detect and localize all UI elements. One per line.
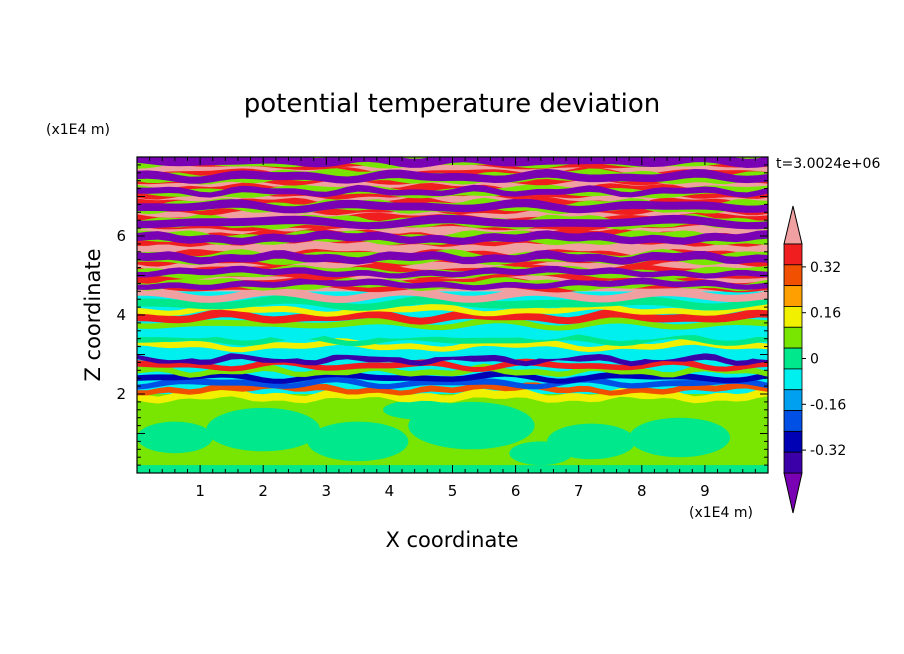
colorbar-label: 0.16 bbox=[810, 306, 841, 322]
x-tick-label: 1 bbox=[195, 482, 205, 500]
y-tick-label: 4 bbox=[116, 306, 126, 324]
colorbar-box bbox=[783, 347, 803, 370]
y-axis-label: Z coordinate bbox=[81, 248, 105, 381]
field-band-up-7 bbox=[137, 168, 768, 184]
axis-ticks bbox=[137, 157, 769, 473]
field-band-mid-1 bbox=[137, 381, 768, 396]
colorbar-box bbox=[783, 410, 803, 432]
field-band-mid-3 bbox=[137, 369, 768, 384]
field-band-mid-11 bbox=[137, 316, 768, 331]
colorbar-box bbox=[783, 285, 803, 307]
colorbar-label: -0.32 bbox=[810, 443, 846, 459]
contour-field bbox=[137, 157, 768, 473]
x-tick-label: 8 bbox=[637, 482, 647, 500]
colorbar-extend-max bbox=[783, 205, 803, 245]
colorbar bbox=[783, 205, 803, 514]
colorbar-box bbox=[783, 243, 803, 266]
field-band-mid-12 bbox=[137, 308, 768, 325]
colorbar-box bbox=[783, 368, 803, 391]
field-blob-0 bbox=[206, 407, 320, 452]
field-blob-4 bbox=[629, 417, 731, 458]
field-band-up-3 bbox=[137, 230, 768, 245]
field-band-mid-6 bbox=[137, 352, 768, 367]
field-blob-1 bbox=[307, 421, 409, 462]
field-band-up-4 bbox=[137, 214, 768, 230]
x-tick-label: 5 bbox=[448, 482, 458, 500]
field-band-up-6 bbox=[137, 184, 768, 198]
colorbar-box bbox=[783, 389, 803, 411]
x-axis-unit: (x1E4 m) bbox=[689, 505, 753, 521]
x-tick-label: 4 bbox=[385, 482, 395, 500]
field-band-up-1 bbox=[137, 265, 768, 279]
field-band-mid-8 bbox=[137, 338, 768, 353]
y-axis-unit: (x1E4 m) bbox=[46, 122, 110, 138]
field-band-up-5 bbox=[137, 198, 768, 214]
x-tick-label: 3 bbox=[322, 482, 332, 500]
x-tick-label: 2 bbox=[258, 482, 268, 500]
x-tick-labels: 1 2 3 4 5 6 7 8 9 bbox=[195, 482, 709, 500]
field-blob-5 bbox=[137, 421, 213, 454]
field-band-up-0 bbox=[137, 277, 768, 291]
colorbar-extend-min bbox=[783, 472, 803, 514]
colorbar-box bbox=[783, 430, 803, 453]
x-tick-label: 9 bbox=[700, 482, 710, 500]
x-tick-label: 6 bbox=[511, 482, 521, 500]
colorbar-labels: 0.32 0.16 0 -0.16 -0.32 bbox=[802, 260, 846, 459]
field-band-mid-10 bbox=[137, 322, 768, 341]
y-tick-label: 2 bbox=[116, 385, 126, 403]
field-blob-6 bbox=[383, 399, 459, 420]
field-band-up-2 bbox=[137, 249, 768, 265]
colorbar-box bbox=[783, 264, 803, 287]
field-band-mid-2 bbox=[137, 375, 768, 390]
colorbar-label: 0.32 bbox=[810, 260, 841, 276]
x-tick-label: 7 bbox=[574, 482, 584, 500]
field-blob-7 bbox=[509, 441, 573, 466]
y-tick-labels: 2 4 6 bbox=[116, 227, 126, 403]
colorbar-box bbox=[783, 451, 803, 474]
x-axis-label: X coordinate bbox=[385, 528, 518, 552]
time-label: t=3.0024e+06 bbox=[776, 156, 880, 172]
chart-title: potential temperature deviation bbox=[244, 89, 660, 119]
colorbar-box bbox=[783, 306, 803, 328]
colorbar-label: 0 bbox=[810, 352, 819, 368]
y-tick-label: 6 bbox=[116, 227, 126, 245]
colorbar-box bbox=[783, 326, 803, 349]
colorbar-label: -0.16 bbox=[810, 397, 846, 413]
